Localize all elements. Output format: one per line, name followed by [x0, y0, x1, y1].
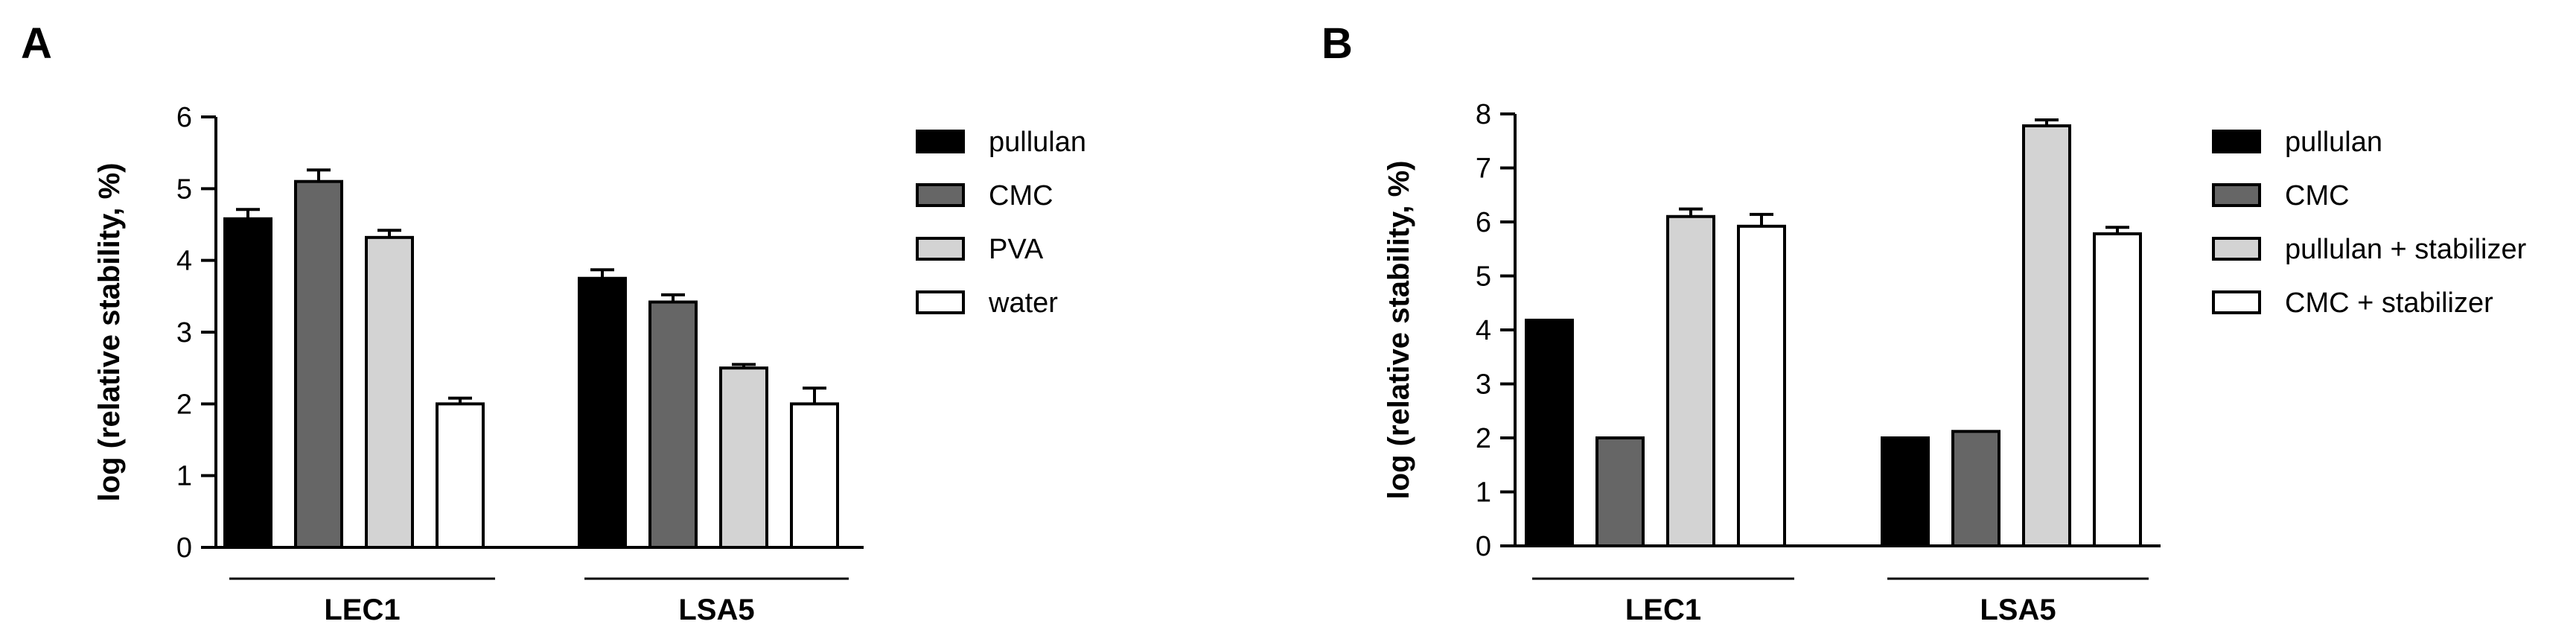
legend-label: PVA — [989, 234, 1044, 265]
legend-swatch — [2212, 237, 2261, 261]
y-tick-label: 6 — [176, 102, 192, 133]
legend-swatch — [916, 290, 965, 314]
y-tick-label: 4 — [176, 246, 192, 277]
y-tick-label: 1 — [1476, 477, 1491, 509]
bar — [436, 402, 485, 549]
bar — [719, 366, 768, 549]
y-tick-label: 5 — [176, 174, 192, 205]
bar — [578, 276, 627, 549]
bar — [1737, 224, 1786, 547]
bar — [1881, 436, 1930, 547]
panel-b: B 0 1 2 3 4 5 6 7 8 log (relative stability, %) LEC… — [1322, 19, 2527, 626]
y-tick-label: 1 — [176, 461, 192, 492]
y-tick-label: 3 — [176, 317, 192, 349]
y-tick-label: 0 — [176, 532, 192, 564]
bar — [294, 179, 343, 549]
legend-label: water — [988, 287, 1058, 319]
legend-label: CMC — [989, 180, 1053, 212]
bar — [1595, 436, 1645, 547]
legend-label: pullulan — [989, 127, 1086, 158]
y-axis-title: log (relative stability, %) — [93, 163, 126, 502]
bar — [365, 235, 414, 549]
panel-a: A 0 1 2 3 4 5 6 log (relative stability, %) LEC1 L… — [21, 19, 1086, 626]
bar — [1666, 214, 1715, 547]
legend-label: CMC — [2285, 180, 2350, 212]
panel-letter: B — [1322, 19, 1353, 68]
bar — [2093, 232, 2142, 547]
legend-swatch — [916, 237, 965, 261]
bar — [790, 402, 839, 549]
panel-letter: A — [21, 19, 52, 68]
legend-swatch — [2212, 130, 2261, 153]
legend-swatch — [2212, 183, 2261, 207]
bar — [1951, 430, 2000, 547]
legend-label: CMC + stabilizer — [2285, 287, 2493, 319]
y-tick-label: 7 — [1476, 153, 1491, 185]
category-label: LEC1 — [1625, 594, 1701, 626]
bar — [223, 217, 272, 549]
y-tick-label: 6 — [1476, 207, 1491, 238]
y-tick-label: 8 — [1476, 99, 1491, 130]
y-tick-label: 3 — [1476, 369, 1491, 401]
legend-label: pullulan + stabilizer — [2285, 234, 2527, 265]
category-label: LSA5 — [1980, 594, 2056, 626]
y-tick-label: 2 — [1476, 423, 1491, 454]
category-label: LEC1 — [324, 594, 400, 626]
y-tick-label: 4 — [1476, 315, 1491, 346]
legend-swatch — [916, 130, 965, 153]
bar — [2022, 124, 2071, 547]
legend-swatch — [2212, 290, 2261, 314]
category-label: LSA5 — [678, 594, 754, 626]
bar — [648, 300, 698, 549]
y-tick-label: 5 — [1476, 261, 1491, 293]
y-tick-label: 2 — [176, 389, 192, 420]
legend-label: pullulan — [2285, 127, 2382, 158]
bar — [1525, 318, 1574, 547]
legend-swatch — [916, 183, 965, 207]
y-axis-title: log (relative stability, %) — [1383, 161, 1415, 500]
y-tick-label: 0 — [1476, 531, 1491, 562]
